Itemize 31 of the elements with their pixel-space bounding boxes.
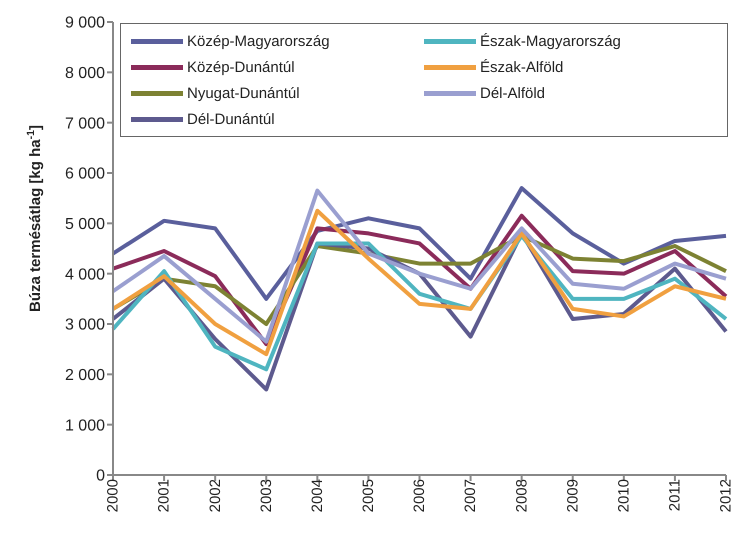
y-tick-label: 7 000 <box>64 115 106 132</box>
legend-label: Nyugat-Dunántúl <box>187 84 300 102</box>
y-tick-label: 1 000 <box>64 417 106 434</box>
legend-label: Dél-Alföld <box>480 84 546 102</box>
legend-label: Közép-Dunántúl <box>187 58 295 76</box>
legend-label: Észak-Magyarország <box>480 32 621 50</box>
x-tick-label: 2007 <box>462 479 480 512</box>
y-tick-label: 9 000 <box>64 14 106 32</box>
line-series <box>111 188 728 344</box>
x-tick-label: 2003 <box>258 479 275 512</box>
x-tick-label: 2008 <box>513 479 530 512</box>
legend-label: Észak-Alföld <box>480 58 564 76</box>
x-tick-label: 2010 <box>615 479 632 512</box>
y-tick-label: 5 000 <box>64 216 106 234</box>
y-tick-label: 0 <box>96 468 106 485</box>
x-tick-label: 2009 <box>564 479 582 512</box>
legend-label: Közép-Magyarország <box>187 32 330 50</box>
x-tick-label: 2006 <box>411 479 428 512</box>
x-tick-label: 2005 <box>360 479 378 512</box>
y-tick-label: 2 000 <box>64 367 106 384</box>
x-tick-label: 2012 <box>718 479 735 512</box>
y-tick-label: 8 000 <box>64 65 106 82</box>
x-tick-label: 2001 <box>156 479 173 512</box>
y-tick-label: 6 000 <box>64 166 106 183</box>
x-tick-label: 2000 <box>104 479 122 512</box>
legend-label: Dél-Dunántúl <box>187 110 275 128</box>
x-tick-label: 2011 <box>666 479 684 512</box>
y-tick-label: 3 000 <box>64 316 106 334</box>
y-tick-label: 4 000 <box>64 266 106 284</box>
x-tick-label: 2002 <box>206 479 224 512</box>
x-tick-label: 2004 <box>308 479 326 512</box>
